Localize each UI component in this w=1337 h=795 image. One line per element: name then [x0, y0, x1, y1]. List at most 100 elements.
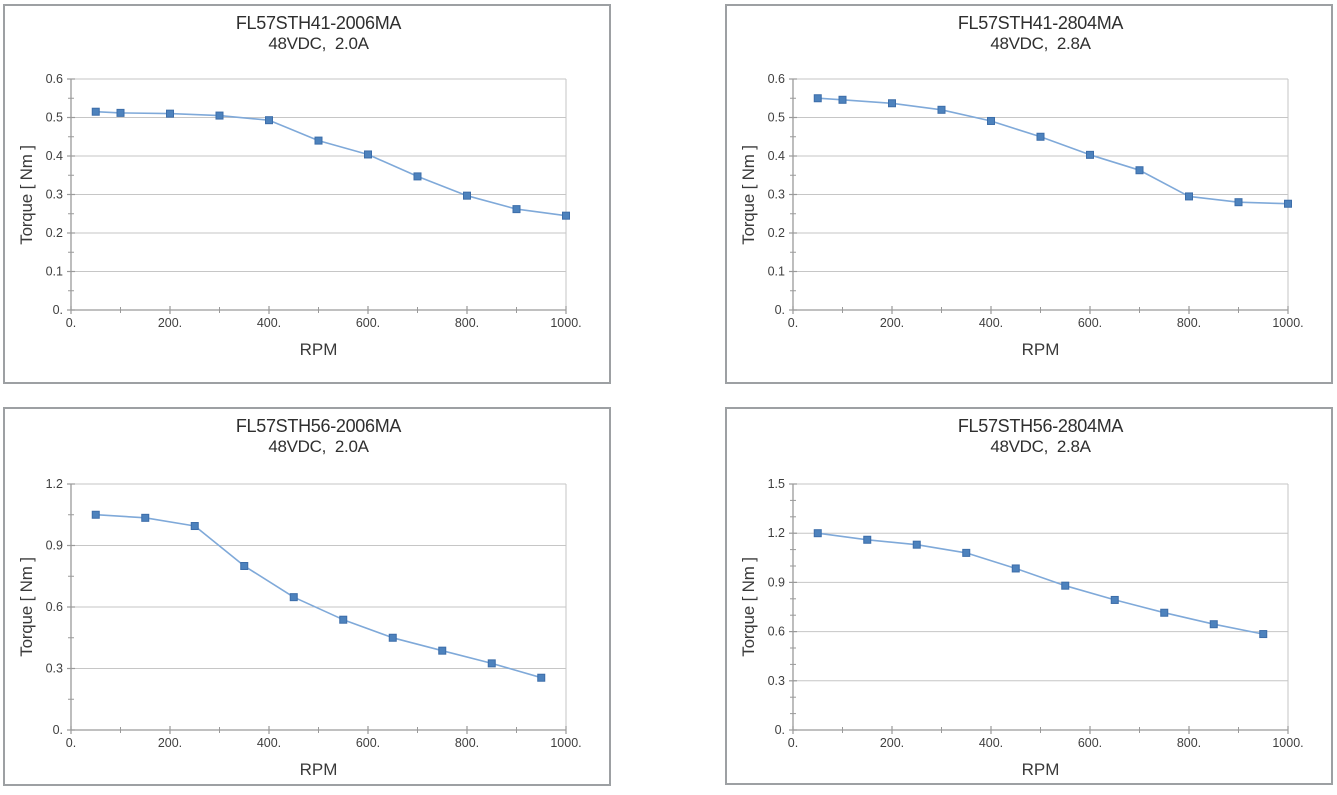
x-axis-label: RPM: [1021, 760, 1060, 779]
x-axis-label: RPM: [299, 760, 338, 779]
axes-and-ticks: [789, 78, 1289, 314]
series-marker: [1234, 198, 1243, 207]
series-marker: [937, 105, 946, 114]
torque-rpm-plot: 0. 0.1 0.2 0.3 0.4 0.5 0.6 0. 200. 400. 600. 800. 10…: [46, 72, 582, 330]
axes-and-ticks: [67, 483, 567, 734]
series-marker: [116, 108, 125, 117]
svg-text:800.: 800.: [455, 736, 479, 750]
svg-text:800.: 800.: [1177, 736, 1201, 750]
svg-text:1000.: 1000.: [550, 316, 581, 330]
gridlines: [793, 483, 1289, 730]
tick-labels: 0. 0.1 0.2 0.3 0.4 0.5 0.6 0. 200. 400. 600. 800. 10…: [768, 72, 1304, 330]
tick-labels: 0. 0.3 0.6 0.9 1.2 0. 200. 400. 600. 800. 1000.: [46, 477, 582, 750]
series-marker: [1110, 595, 1119, 604]
series-marker: [289, 593, 298, 602]
series-marker: [838, 95, 847, 104]
series-marker: [512, 205, 521, 214]
svg-text:1000.: 1000.: [1272, 736, 1303, 750]
series-marker: [141, 513, 150, 522]
series-marker: [215, 111, 224, 120]
series-marker: [1011, 564, 1020, 573]
chart-title: FL57STH56-2006MA: [235, 416, 402, 436]
svg-text:600.: 600.: [356, 736, 380, 750]
series-marker: [1284, 199, 1292, 208]
chart-title: FL57STH41-2804MA: [957, 13, 1124, 33]
series-marker: [1185, 192, 1193, 201]
series-marker: [987, 116, 995, 125]
series-marker: [314, 136, 323, 145]
chart-title: FL57STH56-2804MA: [957, 416, 1124, 436]
torque-rpm-plot: 0. 0.1 0.2 0.3 0.4 0.5 0.6 0. 200. 400. 600. 800. 10…: [768, 72, 1304, 330]
series-marker: [487, 659, 496, 668]
chart-title: FL57STH41-2006MA: [235, 13, 402, 33]
svg-text:200.: 200.: [158, 736, 182, 750]
svg-text:0.2: 0.2: [46, 226, 63, 240]
tick-labels: 0. 0.3 0.6 0.9 1.2 1.5 0. 200. 400. 600. 800. 1000.: [768, 477, 1304, 750]
series-marker: [813, 529, 822, 538]
svg-text:1000.: 1000.: [1272, 316, 1303, 330]
series-marker: [1209, 620, 1218, 629]
series-marker: [240, 562, 249, 570]
torque-rpm-plot: 0. 0.3 0.6 0.9 1.2 1.5 0. 200. 400. 600. 800. 1000.: [768, 477, 1304, 750]
x-axis-label: RPM: [299, 340, 338, 359]
svg-text:800.: 800.: [1177, 316, 1201, 330]
torque-rpm-plot: 0. 0.3 0.6 0.9 1.2 0. 200. 400. 600. 800. 1000.: [46, 477, 582, 750]
torque-curve: [813, 94, 1292, 208]
series-marker: [91, 510, 100, 519]
series-marker: [863, 535, 872, 544]
svg-text:400.: 400.: [257, 736, 281, 750]
series-marker: [813, 94, 822, 103]
torque-curve: [91, 107, 570, 220]
svg-text:0.: 0.: [775, 723, 785, 737]
tick-labels: 0. 0.1 0.2 0.3 0.4 0.5 0.6 0. 200. 400. 600. 800. 10…: [46, 72, 582, 330]
series-marker: [1160, 608, 1169, 617]
gridlines: [793, 78, 1289, 310]
axes-and-ticks: [67, 78, 567, 314]
svg-text:200.: 200.: [880, 316, 904, 330]
series-marker: [413, 172, 422, 181]
svg-text:1000.: 1000.: [550, 736, 581, 750]
svg-text:0.1: 0.1: [768, 265, 785, 279]
svg-text:400.: 400.: [979, 736, 1003, 750]
chart-panel-fl57sth56-2006ma: FL57STH56-2006MA 48VDC, 2.0A Torque [ Nm…: [3, 407, 611, 786]
svg-text:0.9: 0.9: [46, 539, 63, 553]
axes-and-ticks: [789, 483, 1289, 734]
series-marker: [364, 150, 372, 159]
svg-text:0.3: 0.3: [46, 188, 63, 202]
series-marker: [1036, 132, 1045, 141]
svg-text:0.3: 0.3: [46, 662, 63, 676]
svg-text:1.5: 1.5: [768, 477, 785, 491]
svg-text:0.4: 0.4: [46, 149, 63, 163]
svg-text:0.: 0.: [53, 723, 63, 737]
svg-text:600.: 600.: [1078, 736, 1102, 750]
svg-text:0.9: 0.9: [768, 575, 785, 589]
series-marker: [1086, 150, 1094, 159]
svg-text:0.: 0.: [788, 316, 798, 330]
series-line: [817, 532, 1264, 635]
svg-text:800.: 800.: [455, 316, 479, 330]
chart-subtitle: 48VDC, 2.0A: [268, 34, 369, 53]
series-marker: [912, 540, 921, 549]
chart-subtitle: 48VDC, 2.8A: [990, 34, 1091, 53]
svg-text:0.: 0.: [53, 303, 63, 317]
svg-text:600.: 600.: [1078, 316, 1102, 330]
chart-subtitle: 48VDC, 2.8A: [990, 437, 1091, 456]
series-line: [817, 97, 1289, 205]
series-marker: [1061, 581, 1070, 590]
svg-text:0.3: 0.3: [768, 674, 785, 688]
svg-text:400.: 400.: [257, 316, 281, 330]
chart-panel-fl57sth56-2804ma: FL57STH56-2804MA 48VDC, 2.8A Torque [ Nm…: [725, 407, 1333, 785]
svg-text:0.: 0.: [66, 736, 76, 750]
series-line: [95, 513, 542, 679]
series-marker: [91, 107, 100, 116]
series-marker: [562, 211, 570, 220]
torque-curve: [813, 529, 1268, 639]
chart-panel-fl57sth41-2006ma: FL57STH41-2006MA 48VDC, 2.0A Torque [ Nm…: [3, 4, 611, 384]
svg-text:200.: 200.: [158, 316, 182, 330]
svg-text:0.1: 0.1: [46, 265, 63, 279]
series-marker: [1259, 630, 1268, 639]
svg-text:0.: 0.: [788, 736, 798, 750]
svg-text:0.6: 0.6: [768, 72, 785, 86]
series-marker: [339, 615, 348, 624]
